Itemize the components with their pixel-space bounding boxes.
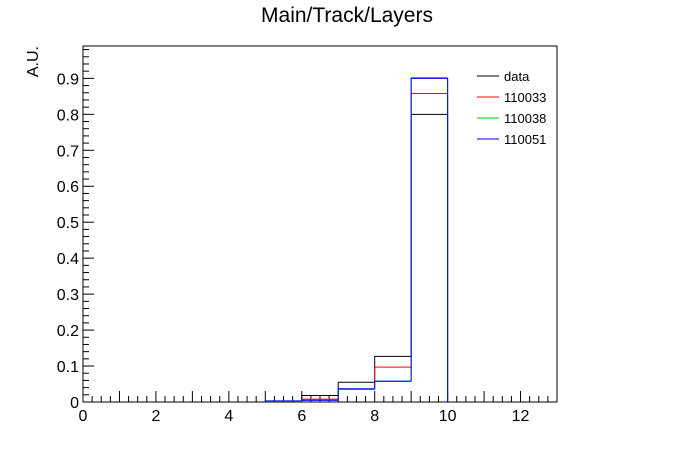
y-axis-label: A.U. bbox=[25, 46, 42, 77]
histogram-series bbox=[264, 77, 449, 403]
histogram-bin bbox=[374, 380, 412, 389]
y-tick-label: 0.5 bbox=[57, 215, 79, 232]
histogram-bin bbox=[374, 355, 412, 383]
x-tick-label: 6 bbox=[297, 408, 306, 425]
y-tick-label: 0.8 bbox=[57, 107, 79, 124]
x-tick-label: 4 bbox=[224, 408, 233, 425]
y-tick-label: 0.3 bbox=[57, 287, 79, 304]
y-tick-label: 0.2 bbox=[57, 323, 79, 340]
legend-label: 110051 bbox=[504, 132, 546, 147]
legend-label: 110038 bbox=[504, 111, 546, 126]
histogram-bin bbox=[410, 92, 448, 368]
x-tick-label: 2 bbox=[151, 408, 160, 425]
y-tick-label: 0.4 bbox=[57, 251, 79, 268]
histogram-bin bbox=[410, 77, 448, 382]
series-data bbox=[265, 113, 449, 403]
histogram-bin bbox=[410, 77, 448, 382]
y-tick-label: 0.9 bbox=[57, 71, 79, 88]
x-tick-label: 8 bbox=[370, 408, 379, 425]
chart-title: Main/Track/Layers bbox=[261, 4, 433, 27]
x-tick-label: 0 bbox=[79, 408, 88, 425]
histogram-bin bbox=[337, 388, 375, 401]
y-ticks: 0 0.1 0.2 0.3 0.4 0.5 0.6 0.7 0.8 0.9 bbox=[57, 49, 94, 412]
plot-frame bbox=[82, 45, 558, 403]
y-tick-label: 0.1 bbox=[57, 359, 79, 376]
x-tick-label: 12 bbox=[512, 408, 530, 425]
x-ticks: 0 2 4 6 8 10 12 bbox=[79, 391, 558, 425]
histogram-bin bbox=[410, 113, 448, 357]
histogram-bin bbox=[374, 366, 412, 390]
series-110033 bbox=[264, 92, 449, 402]
series-110051 bbox=[264, 77, 449, 402]
legend: data 110033 110038 110051 bbox=[477, 69, 546, 147]
histogram-bin bbox=[264, 400, 302, 402]
histogram-bin bbox=[301, 399, 339, 401]
y-tick-label: 0 bbox=[70, 395, 79, 412]
y-tick-label: 0.7 bbox=[57, 143, 79, 160]
legend-label: data bbox=[504, 69, 530, 84]
series-110038 bbox=[264, 77, 449, 402]
legend-label: 110033 bbox=[504, 90, 546, 105]
y-tick-label: 0.6 bbox=[57, 179, 79, 196]
histogram-bin bbox=[374, 381, 412, 390]
x-tick-label: 10 bbox=[439, 408, 457, 425]
